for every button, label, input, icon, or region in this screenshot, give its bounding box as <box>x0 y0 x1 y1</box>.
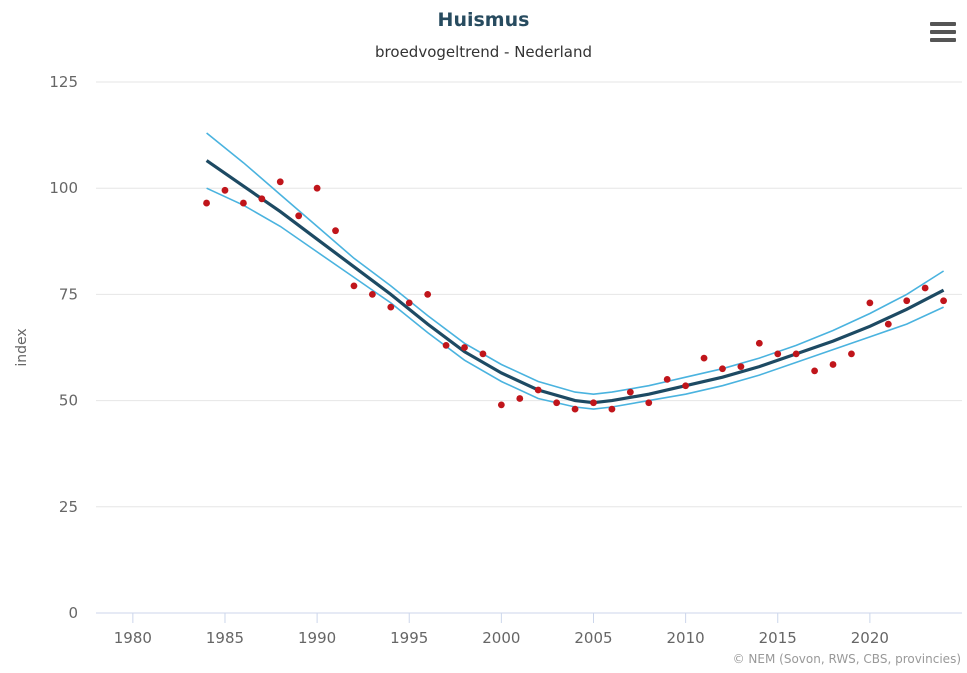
x-tick-label: 1995 <box>390 629 428 647</box>
chart-title: Huismus <box>437 9 530 31</box>
data-point <box>516 395 524 402</box>
data-point <box>884 320 892 328</box>
data-point <box>866 299 874 307</box>
data-point <box>755 339 763 347</box>
data-point <box>461 344 468 351</box>
x-tick-label: 1980 <box>114 629 152 647</box>
data-point <box>626 388 634 396</box>
data-point <box>240 199 247 207</box>
data-point <box>848 350 855 358</box>
data-point <box>940 297 947 305</box>
data-point <box>276 178 284 186</box>
data-point <box>368 291 376 298</box>
data-point <box>553 399 561 407</box>
data-point <box>479 350 487 358</box>
data-point <box>792 350 800 358</box>
data-point <box>663 375 671 383</box>
data-point <box>258 195 266 203</box>
menu-bar <box>930 30 956 34</box>
data-point <box>442 341 450 349</box>
x-tick-label: 2000 <box>482 629 520 647</box>
data-point <box>295 212 303 220</box>
y-tick-label: 75 <box>59 285 78 303</box>
data-point <box>921 284 929 292</box>
data-point <box>700 354 708 362</box>
menu-bar <box>930 22 956 26</box>
x-tick-label: 1990 <box>298 629 336 647</box>
trend-upper-bound-line <box>206 132 945 396</box>
data-point <box>774 350 782 358</box>
chart-subtitle: broedvogeltrend - Nederland <box>375 43 592 61</box>
data-point <box>332 227 339 235</box>
data-point <box>497 401 505 409</box>
data-point <box>829 361 837 368</box>
y-tick-label: 125 <box>49 73 78 91</box>
hamburger-menu-icon[interactable] <box>926 18 960 46</box>
data-point <box>203 199 210 207</box>
data-point <box>387 303 395 311</box>
x-tick-label: 1985 <box>206 629 244 647</box>
data-point <box>313 184 321 192</box>
data-point <box>221 186 229 194</box>
data-point <box>719 365 726 373</box>
data-point <box>645 399 653 407</box>
y-tick-label: 50 <box>59 392 78 410</box>
x-tick-label: 2020 <box>851 629 889 647</box>
menu-bar <box>930 38 956 42</box>
y-tick-label: 0 <box>68 604 78 622</box>
x-tick-label: 2010 <box>667 629 705 647</box>
data-point <box>737 363 745 371</box>
y-axis-title: index <box>14 328 30 366</box>
data-point <box>424 291 432 298</box>
trend-lower-bound-line <box>206 187 944 410</box>
data-point <box>608 405 616 413</box>
credits-link[interactable]: © NEM (Sovon, RWS, CBS, provincies) <box>732 652 961 666</box>
trend-line <box>205 159 945 405</box>
data-point <box>682 382 690 390</box>
data-point <box>534 386 542 394</box>
y-tick-label: 25 <box>59 498 78 516</box>
x-tick-label: 2015 <box>759 629 797 647</box>
x-tick-label: 2005 <box>574 629 612 647</box>
data-point <box>590 399 597 407</box>
data-point <box>903 297 911 305</box>
data-point <box>571 405 579 413</box>
data-point <box>350 282 358 290</box>
data-point <box>405 299 413 307</box>
data-point <box>811 367 818 375</box>
y-tick-label: 100 <box>49 179 78 197</box>
